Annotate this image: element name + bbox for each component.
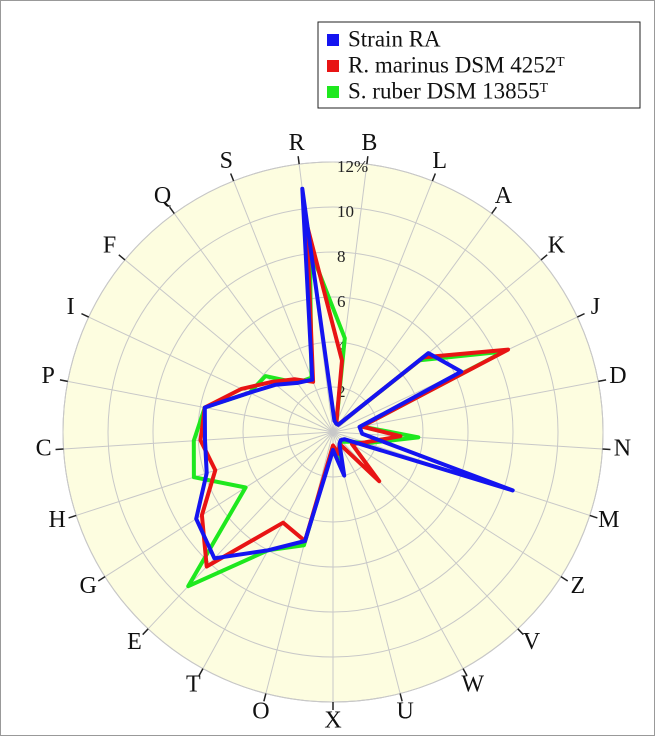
legend-swatch — [327, 86, 339, 98]
legend-swatch — [327, 34, 339, 46]
spoke — [147, 431, 334, 630]
spoke-tick — [602, 448, 611, 451]
spoke — [88, 316, 334, 433]
spoke — [63, 431, 334, 450]
axis-label: V — [523, 629, 541, 655]
legend-swatch — [327, 60, 339, 72]
axis-label: E — [127, 629, 142, 655]
axis-label: C — [36, 436, 52, 462]
axis-label: L — [432, 148, 447, 174]
axis-label: Z — [571, 573, 586, 599]
spoke-tick — [462, 668, 468, 676]
axis-label: A — [495, 183, 513, 209]
legend-label: S. ruber DSM 13855ᵀ — [348, 78, 549, 103]
spoke-tick — [263, 693, 267, 702]
axis-label: Q — [154, 183, 171, 209]
spoke-tick — [366, 156, 369, 165]
axis-label: O — [252, 698, 269, 724]
axis-label: B — [361, 130, 377, 156]
axis-label: N — [614, 436, 631, 462]
spoke-tick — [59, 379, 68, 383]
spoke — [104, 431, 334, 578]
spoke-tick — [297, 156, 300, 165]
spoke-tick — [55, 448, 64, 451]
spoke-tick — [97, 576, 106, 582]
spoke-tick — [491, 206, 498, 215]
spoke — [265, 431, 334, 694]
axis-label: J — [591, 294, 600, 320]
axis-label: T — [186, 672, 201, 698]
spoke — [67, 380, 334, 433]
spoke-tick — [589, 514, 598, 519]
spoke-tick — [229, 173, 235, 182]
axis-label: G — [79, 573, 96, 599]
legend-label: Strain RA — [348, 26, 441, 51]
axis-label: H — [49, 507, 66, 533]
spoke-tick — [198, 668, 204, 676]
axis-label: R — [289, 130, 305, 156]
spoke — [332, 180, 433, 433]
spoke — [332, 431, 603, 450]
spoke-tick — [68, 514, 77, 519]
spoke — [124, 259, 334, 433]
axis-label: K — [548, 233, 566, 259]
tick-label: 4 — [337, 337, 346, 356]
axis-label: I — [67, 294, 75, 320]
tick-label: 6 — [337, 292, 346, 311]
spoke-tick — [598, 379, 607, 383]
spoke-tick — [118, 254, 126, 261]
axis-label: W — [461, 672, 484, 698]
legend-box — [317, 21, 641, 109]
axis-label: D — [609, 363, 626, 389]
spoke-tick — [142, 628, 149, 636]
tick-label: 12% — [337, 157, 368, 176]
spoke-tick — [168, 206, 175, 215]
spoke-tick — [540, 254, 548, 261]
spoke-tick — [431, 173, 437, 182]
spoke — [332, 213, 493, 433]
spoke-tick — [399, 693, 403, 702]
spoke — [332, 431, 562, 578]
axis-label: U — [396, 698, 413, 724]
spoke-tick — [576, 312, 585, 318]
tick-label: 8 — [337, 247, 346, 266]
axis-label: M — [598, 507, 619, 533]
axis-label: F — [103, 233, 116, 259]
legend-label: R. marinus DSM 4252ᵀ — [348, 52, 565, 77]
spoke-tick — [560, 576, 569, 582]
spoke — [332, 431, 464, 669]
axis-label: S — [220, 148, 233, 174]
spoke — [332, 380, 599, 433]
axis-label: X — [324, 708, 341, 734]
spoke — [173, 213, 334, 433]
axis-label: P — [41, 363, 54, 389]
spoke-tick — [81, 312, 90, 318]
spoke — [233, 180, 334, 433]
series-line — [194, 186, 515, 561]
tick-label: 10 — [337, 202, 354, 221]
spoke-tick — [517, 628, 524, 636]
